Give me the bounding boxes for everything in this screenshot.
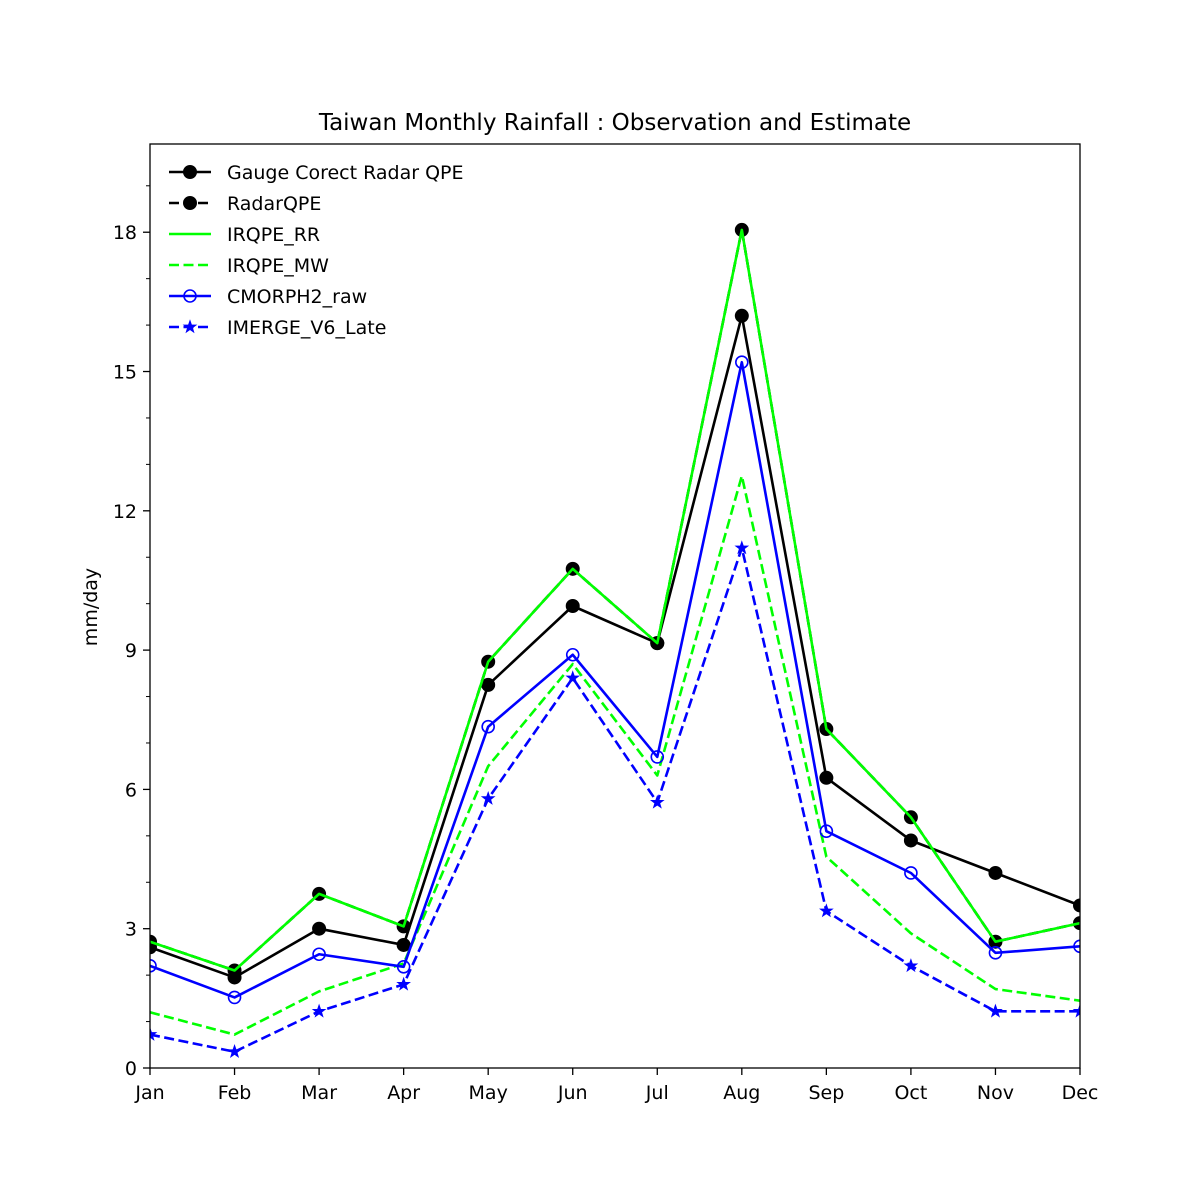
x-tick-label: Oct: [894, 1082, 927, 1104]
data-point-marker: [735, 355, 749, 370]
data-point-marker: [819, 903, 834, 918]
x-tick-label: Jun: [557, 1082, 588, 1104]
legend-label: RadarQPE: [227, 193, 321, 215]
x-tick-label: May: [469, 1082, 508, 1104]
data-point-marker: [396, 959, 411, 974]
data-point-marker: [311, 1003, 327, 1018]
data-point-marker: [734, 540, 750, 555]
legend-marker-swatch: [182, 319, 198, 334]
series-line: [150, 360, 1080, 999]
legend-marker-swatch: [183, 289, 197, 303]
y-tick-label: 15: [113, 362, 137, 384]
data-point-marker: [481, 719, 495, 734]
data-point-marker: [988, 946, 1003, 960]
axes: Jan Feb Mar Apr May Jun Jul Aug Sep Oct Nov Dec 0 3 6 9…: [113, 143, 1099, 1104]
data-point-marker: [396, 976, 411, 991]
x-tick-label: Apr: [387, 1082, 420, 1104]
data-point-marker: [480, 790, 496, 805]
x-tick-label: Mar: [301, 1082, 337, 1104]
x-tick-label: Feb: [218, 1082, 252, 1104]
legend-label: IMERGE_V6_Late: [227, 317, 386, 339]
legend-entry: CMORPH2_raw: [169, 286, 367, 308]
legend-entry: IRQPE_RR: [169, 224, 320, 246]
y-axis-label: mm/day: [80, 568, 102, 646]
y-tick-label: 12: [113, 501, 137, 523]
series-group: [150, 222, 1080, 1058]
data-point-marker: [819, 824, 834, 838]
data-point-marker: [312, 921, 327, 936]
data-point-marker: [565, 647, 580, 662]
series-imerge-v6-late: [150, 540, 1080, 1058]
data-point-marker: [481, 677, 496, 692]
x-tick-label: Jul: [645, 1082, 669, 1104]
data-point-marker: [988, 865, 1003, 880]
legend-label: Gauge Corect Radar QPE: [227, 162, 464, 184]
data-point-marker: [904, 866, 918, 880]
data-point-marker: [988, 1003, 1003, 1018]
y-tick-label: 6: [125, 779, 137, 801]
series-line: [150, 474, 1080, 1036]
x-tick-label: Jan: [134, 1082, 164, 1104]
data-point-marker: [1073, 898, 1080, 913]
data-point-marker: [312, 947, 326, 962]
y-tick-label: 3: [125, 919, 137, 941]
legend-entry: Gauge Corect Radar QPE: [169, 162, 464, 184]
legend-label: CMORPH2_raw: [227, 286, 367, 308]
series-irqpe-rr: [150, 228, 1080, 972]
legend-entry: IRQPE_MW: [169, 255, 329, 277]
legend-label: IRQPE_MW: [227, 255, 329, 277]
y-tick-label: 18: [113, 222, 137, 244]
legend-entry: IMERGE_V6_Late: [169, 317, 386, 339]
data-point-marker: [565, 599, 580, 613]
chart-title: Taiwan Monthly Rainfall : Observation an…: [318, 110, 911, 136]
data-point-marker: [1073, 939, 1080, 954]
legend-label: IRQPE_RR: [227, 224, 320, 246]
data-point-marker: [903, 958, 919, 973]
data-point-marker: [227, 1044, 242, 1058]
data-point-marker: [734, 308, 749, 323]
series-irqpe-mw: [150, 474, 1080, 1036]
y-tick-label: 0: [125, 1058, 137, 1080]
legend-entry: RadarQPE: [169, 193, 321, 215]
plot-area: [150, 222, 1080, 1058]
legend-marker-swatch: [183, 196, 197, 210]
plot-frame: [149, 143, 1081, 1069]
x-tick-label: Dec: [1062, 1082, 1099, 1104]
y-tick-label: 9: [125, 640, 137, 662]
data-point-marker: [819, 770, 834, 785]
legend-marker-swatch: [183, 165, 197, 179]
series-line: [150, 546, 1080, 1054]
data-point-marker: [150, 1026, 158, 1041]
series-line: [150, 314, 1080, 979]
legend: Gauge Corect Radar QPE RadarQPE IRQPE_RR IR…: [169, 162, 464, 339]
data-point-marker: [396, 937, 411, 952]
series-line: [150, 228, 1080, 972]
data-point-marker: [565, 670, 581, 685]
data-point-marker: [903, 833, 918, 848]
data-point-marker: [150, 959, 157, 973]
data-point-marker: [649, 794, 665, 809]
data-point-marker: [227, 990, 242, 1005]
x-tick-label: Nov: [977, 1082, 1014, 1104]
series-cmorph2-raw: [150, 355, 1080, 1005]
data-point-marker: [650, 750, 665, 764]
data-point-marker: [1072, 1003, 1080, 1018]
x-tick-label: Aug: [723, 1082, 760, 1104]
x-tick-label: Sep: [808, 1082, 844, 1104]
